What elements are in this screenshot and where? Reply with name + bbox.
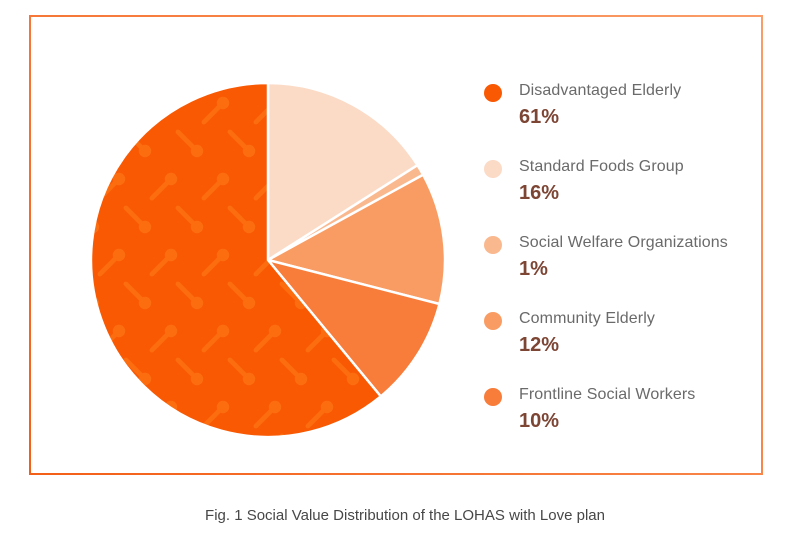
pie-slice-0 (89, 81, 383, 439)
legend-label: Community Elderly (519, 310, 655, 327)
legend-label: Frontline Social Workers (519, 386, 696, 403)
legend-item-standard-foods-group: Standard Foods Group 16% (484, 157, 728, 206)
chart-card: Disadvantaged Elderly 61% Standard Foods… (29, 15, 763, 475)
pie-slice-3 (266, 173, 447, 306)
legend-item-community-elderly: Community Elderly 12% (484, 309, 728, 358)
pie-slice-1 (266, 81, 419, 262)
legend-percent: 16% (519, 182, 560, 204)
legend-label: Standard Foods Group (519, 158, 684, 175)
legend-swatch (484, 236, 502, 254)
legend: Disadvantaged Elderly 61% Standard Foods… (484, 81, 728, 434)
legend-item-social-welfare-organizations: Social Welfare Organizations 1% (484, 233, 728, 282)
legend-percent: 10% (519, 410, 560, 432)
legend-swatch (484, 312, 502, 330)
legend-label: Disadvantaged Elderly (519, 82, 682, 99)
legend-percent: 1% (519, 258, 548, 280)
legend-percent: 12% (519, 334, 560, 356)
legend-item-disadvantaged-elderly: Disadvantaged Elderly 61% (484, 81, 728, 130)
pie-chart (89, 81, 447, 439)
legend-swatch (484, 160, 502, 178)
legend-swatch (484, 388, 502, 406)
legend-percent: 61% (519, 106, 560, 128)
legend-swatch (484, 84, 502, 102)
figure-caption: Fig. 1 Social Value Distribution of the … (205, 507, 605, 524)
legend-label: Social Welfare Organizations (519, 234, 728, 251)
legend-item-frontline-social-workers: Frontline Social Workers 10% (484, 385, 728, 434)
pie-slice-4 (266, 258, 441, 398)
